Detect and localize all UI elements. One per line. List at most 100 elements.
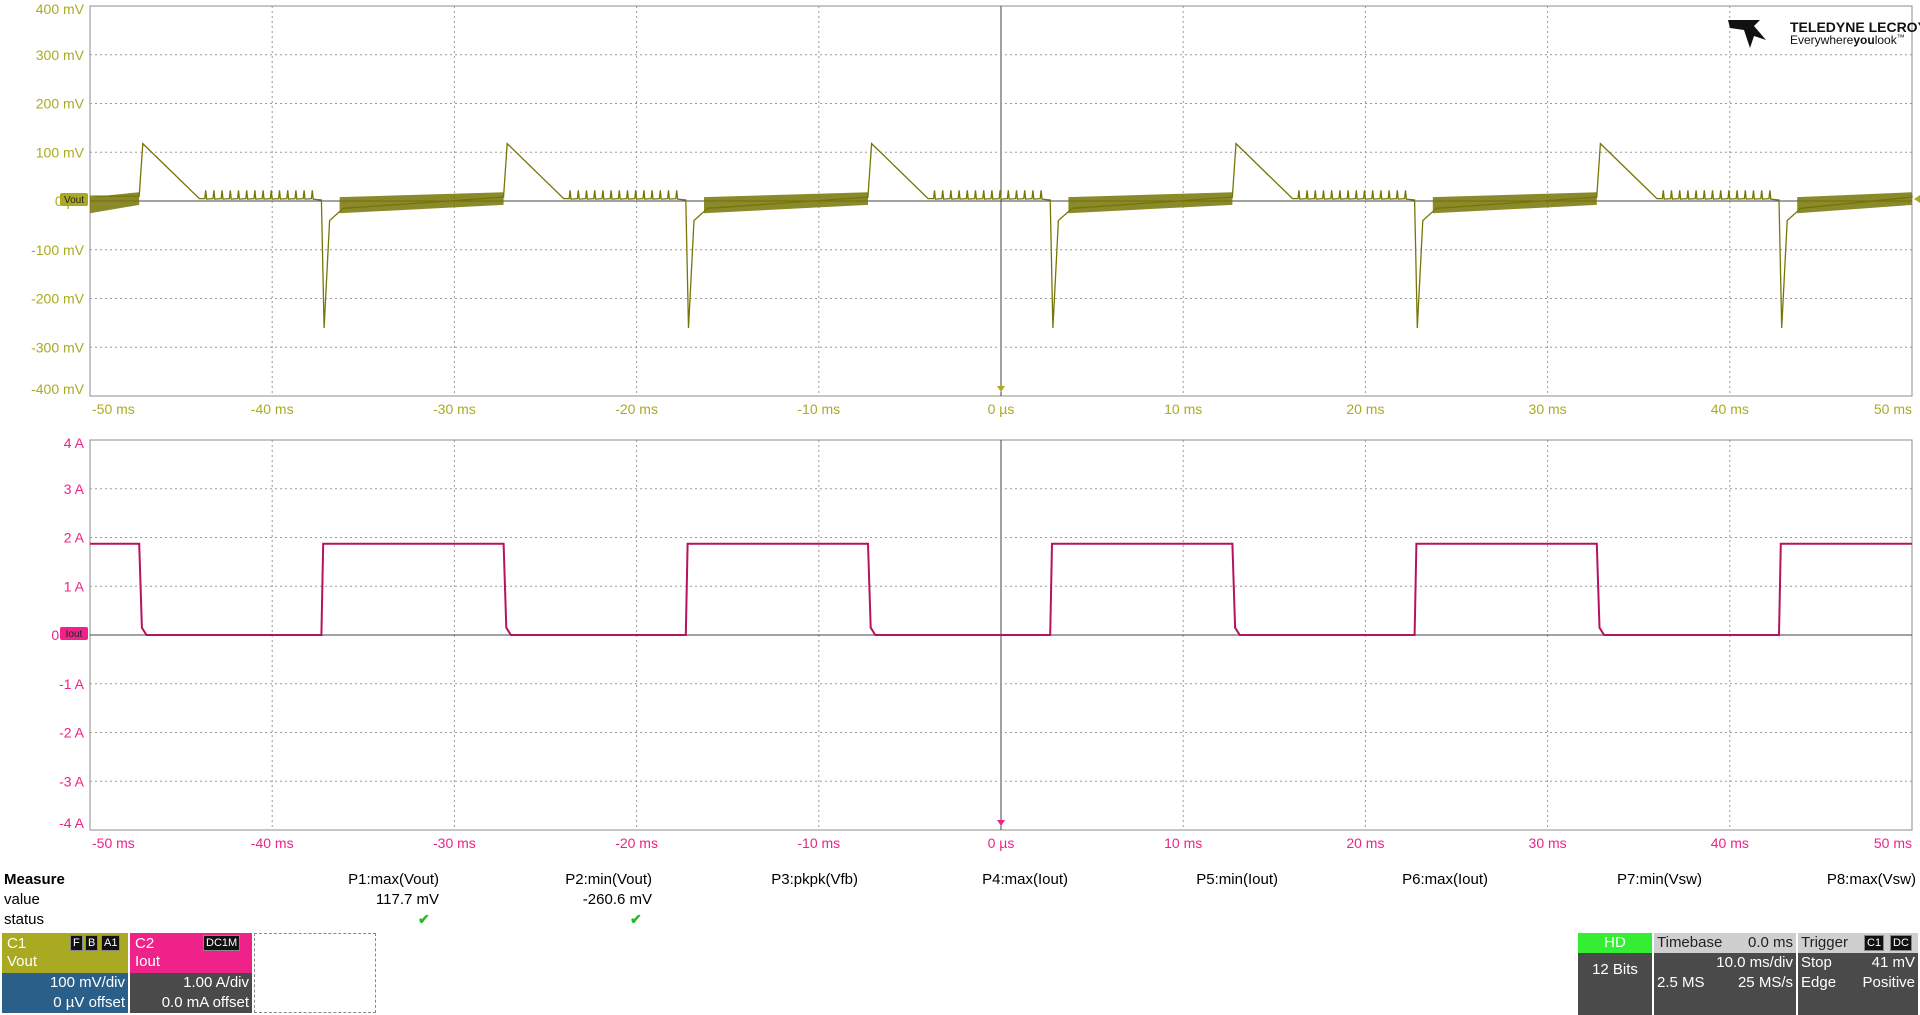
timebase-title: Timebase [1657,934,1723,951]
measure-status-row: status ✔ ✔ [4,910,1916,930]
trigger-level: 41 mV [1871,954,1915,971]
param-p5[interactable]: P5:min(Iout) [1196,871,1278,888]
x-tick-label: -30 ms [433,835,476,851]
x-tick-label: -20 ms [615,835,658,851]
y-tick-label: 100 mV [36,144,85,160]
trigger-title: Trigger [1801,934,1848,951]
vout-trace [90,142,1913,329]
hd-label: HD [1578,933,1652,953]
c1-label: Vout [7,953,38,970]
vout-ripple-band [90,192,140,214]
y-tick-label: 2 A [64,530,85,546]
logo-tagline: Everywhereyoulook™ [1790,33,1905,47]
y-tick-label: -200 mV [31,291,85,307]
timebase-descriptor[interactable]: Timebase 0.0 ms 10.0 ms/div 2.5 MS 25 MS… [1654,933,1796,1015]
trigger-time-icon [997,820,1005,826]
param-p2-value: -260.6 mV [582,891,652,908]
c1-descriptor[interactable]: C1 Vout F B A1 100 mV/div 0 µV offset [2,933,128,1015]
param-p1-value: 117.7 mV [375,891,439,908]
logo: TELEDYNE LECROY Everywhereyoulook™ [1728,19,1920,48]
param-p2[interactable]: P2:min(Vout) [565,871,652,888]
channel-marker [60,193,88,206]
trigger-slope: Positive [1862,974,1915,991]
hd-descriptor[interactable]: HD 12 Bits [1578,933,1652,1015]
c2-label: Iout [135,953,161,970]
param-p7[interactable]: P7:min(Vsw) [1616,871,1702,888]
y-tick-label: 1 A [64,578,85,594]
c1-badge-f: F [70,935,83,951]
x-tick-label: -20 ms [615,401,658,417]
c2-offset: 0.0 mA offset [161,994,249,1011]
measure-value-row: value 117.7 mV -260.6 mV [4,890,1916,910]
logo-brand: TELEDYNE LECROY [1790,19,1920,35]
y-tick-label: -400 mV [31,381,85,397]
y-tick-label: 3 A [64,481,85,497]
x-tick-label: -50 ms [92,835,135,851]
vout-ripple-band [704,192,868,214]
y-tick-label: -2 A [59,725,85,741]
trigger-mode: Stop [1801,954,1832,971]
x-tick-label: 50 ms [1874,401,1912,417]
vout-ripple-band [1432,192,1597,214]
trigger-time-icon [997,386,1005,392]
timebase-delay: 0.0 ms [1747,934,1793,951]
y-tick-label: -100 mV [31,242,85,258]
c1-offset: 0 µV offset [53,994,125,1011]
x-tick-label: 40 ms [1711,401,1749,417]
c2-descriptor[interactable]: C2 Iout DC1M 1.00 A/div 0.0 mA offset [130,933,252,1015]
c1-vdiv: 100 mV/div [49,974,125,991]
y-tick-label: -3 A [59,773,85,789]
y-tick-label: 200 mV [36,96,85,112]
c1-badge-a1: A1 [101,935,121,951]
x-tick-label: 30 ms [1529,401,1567,417]
param-p3[interactable]: P3:pkpk(Vfb) [771,871,858,888]
vout-ripple-band [1068,192,1233,214]
x-tick-label: -30 ms [433,401,476,417]
y-tick-label: 300 mV [36,47,85,63]
p1-status-check-icon: ✔ [418,911,430,927]
timebase-samples: 2.5 MS [1657,974,1705,991]
empty-channel-slot[interactable] [254,933,376,1013]
c2-vdiv: 1.00 A/div [183,974,249,991]
measure-header-row: Measure P1:max(Vout) P2:min(Vout) P3:pkp… [4,870,1916,890]
iout-trace [90,542,1912,636]
param-p6[interactable]: P6:max(Iout) [1402,871,1488,888]
x-tick-label: -50 ms [92,401,135,417]
timebase-rate: 25 MS/s [1737,974,1793,991]
x-tick-label: 40 ms [1711,835,1749,851]
channel-marker [60,627,88,640]
x-tick-label: -40 ms [251,401,294,417]
param-p4[interactable]: P4:max(Iout) [982,871,1068,888]
x-tick-label: 10 ms [1164,401,1202,417]
x-tick-label: -10 ms [797,401,840,417]
c1-badge-b: B [85,935,99,951]
x-tick-label: 50 ms [1874,835,1912,851]
iout-grid: 4 A3 A2 A1 A0 mA-1 A-2 A-3 A-4 A-50 ms-4… [51,435,1913,851]
x-tick-label: 0 µs [988,835,1015,851]
x-tick-label: 20 ms [1346,835,1384,851]
trigger-channel: C1 [1864,935,1885,951]
x-tick-label: 20 ms [1346,401,1384,417]
measure-title: Measure [4,871,65,888]
trigger-level-icon [1914,195,1920,203]
teledyne-lecroy-logo-icon [1728,20,1766,48]
y-tick-label: -1 A [59,676,85,692]
measure-table: Measure P1:max(Vout) P2:min(Vout) P3:pkp… [4,870,1916,930]
param-p8[interactable]: P8:max(Vsw) [1826,871,1916,888]
timebase-tdiv: 10.0 ms/div [1716,954,1793,971]
vout-ripple-band [1797,192,1912,214]
y-tick-label: -300 mV [31,339,85,355]
status-row-label: status [4,911,45,928]
value-row-label: value [4,891,40,908]
c2-badge-dc1m: DC1M [203,935,241,951]
x-tick-label: 0 µs [988,401,1015,417]
p2-status-check-icon: ✔ [630,911,642,927]
param-p1[interactable]: P1:max(Vout) [348,871,439,888]
y-tick-label: 4 A [64,435,85,451]
c2-name: C2 [135,935,155,952]
trigger-type: Edge [1801,974,1837,991]
x-tick-label: -40 ms [251,835,294,851]
trigger-descriptor[interactable]: Trigger C1 DC Stop 41 mV Edge Positive [1798,933,1918,1015]
